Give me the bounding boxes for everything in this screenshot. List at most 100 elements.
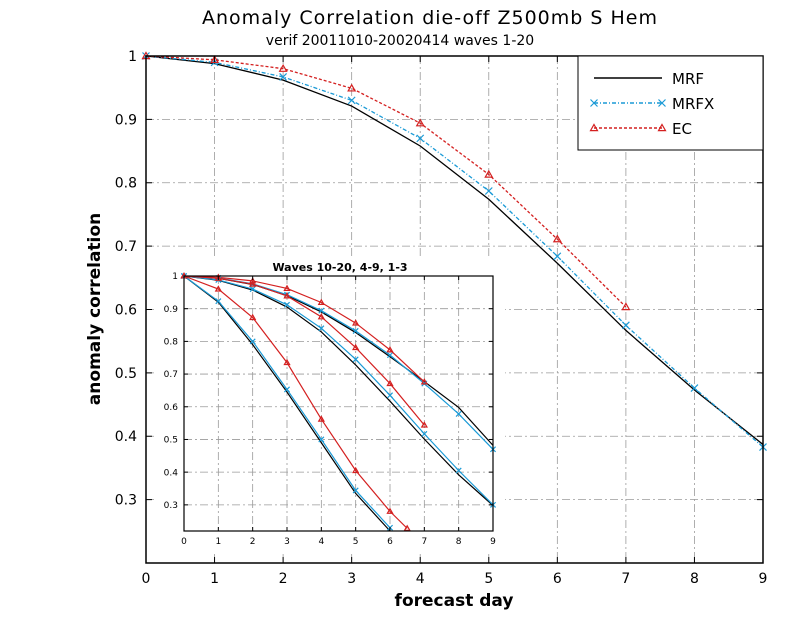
inset-x-tick-label: 6 [387, 537, 393, 547]
main-data-point [552, 234, 562, 243]
main-y-tick-label: 0.8 [115, 176, 137, 192]
main-x-tick-label: 1 [210, 571, 219, 587]
inset-data-point [386, 392, 394, 399]
inset-data-point [386, 379, 394, 387]
x-axis-label: forecast day [395, 591, 514, 611]
inset-data-point [283, 292, 291, 299]
y-axis-label: anomaly correlation [85, 213, 105, 405]
inset-data-point [352, 356, 359, 363]
inset-x-tick-label: 8 [456, 537, 462, 547]
inset-data-point [352, 327, 359, 334]
inset-data-point [352, 466, 360, 474]
main-x-tick-label: 2 [279, 571, 288, 587]
main-series-line [145, 55, 764, 448]
inset-y-tick-label: 0.4 [164, 468, 179, 478]
inset-data-point [215, 298, 222, 305]
legend-label-mrfx: MRFX [672, 95, 714, 113]
inset-frame [183, 275, 494, 532]
inset-data-point [455, 467, 462, 474]
legend-marker-ec [589, 123, 599, 132]
main-x-tick-label: 8 [690, 571, 699, 587]
inset-data-point [352, 343, 360, 351]
inset-x-tick-label: 3 [284, 537, 290, 547]
inset-data-point [403, 524, 411, 531]
inset-data-point [249, 338, 256, 345]
inset-series-4-9-3 [183, 275, 494, 506]
inset-data-point [420, 378, 428, 385]
main-series-line [145, 55, 627, 308]
inset-series-10-20-6 [183, 275, 391, 532]
inset-x-tick-label: 9 [490, 537, 496, 547]
inset-x-tick-label: 0 [181, 537, 187, 547]
legend-label-mrf: MRF [672, 70, 704, 88]
inset-series-line [183, 275, 391, 532]
inset-data-point [317, 298, 325, 306]
inset-x-tick-label: 1 [215, 537, 221, 547]
main-data-point [484, 187, 493, 195]
main-y-tick-label: 0.9 [115, 112, 137, 128]
inset-series-line [183, 275, 425, 426]
inset-data-point [317, 313, 325, 320]
main-data-point [210, 55, 220, 64]
inset-x-tick-label: 5 [353, 537, 359, 547]
main-x-tick-label: 5 [484, 571, 493, 587]
inset-series-line [183, 275, 408, 529]
legend: MRF MRFX EC [577, 55, 764, 151]
main-y-tick-label: 1 [128, 49, 137, 65]
main-y-tick-label: 0.5 [115, 366, 137, 382]
inset-clear-area [155, 258, 505, 554]
legend-marker-ec [657, 123, 667, 132]
main-data-point [278, 63, 288, 72]
main-y-tick-label: 0.7 [115, 239, 137, 255]
inset-y-tick-label: 1 [172, 272, 178, 282]
legend-marker-mrfx [658, 99, 666, 107]
main-data-point [279, 72, 288, 81]
main-x-tick-label: 7 [621, 571, 630, 587]
main-data-point [484, 169, 494, 178]
inset-data-point [283, 301, 291, 308]
inset-data-point [455, 410, 462, 417]
inset-y-tick-label: 0.7 [164, 370, 178, 380]
chart-subtitle: verif 20011010-20020414 waves 1-20 [266, 33, 534, 49]
inset-x-tick-label: 7 [421, 537, 427, 547]
inset-data-point [386, 352, 394, 359]
main-y-tick-label: 0.6 [115, 302, 137, 318]
inset-plot-area: Waves 10-20, 4-9, 1-3 0 1 2 3 4 5 6 7 8 9 0.3 0.4 0.5… [155, 258, 505, 554]
inset-series-line [183, 275, 494, 506]
main-data-point [347, 96, 356, 105]
inset-data-point [352, 487, 359, 494]
inset-data-point [214, 285, 222, 292]
inset-y-tick-label: 0.8 [164, 338, 179, 348]
main-series-mrf [145, 55, 764, 445]
main-x-tick-label: 4 [416, 571, 425, 587]
main-data-point [621, 321, 630, 330]
main-data-point [416, 134, 425, 143]
inset-data-point [317, 415, 325, 422]
legend-marker-mrfx [590, 99, 598, 107]
main-data-point [553, 252, 562, 261]
inset-data-point [283, 386, 291, 393]
inset-data-point [386, 507, 394, 514]
inset-y-tick-label: 0.6 [164, 403, 179, 413]
inset-data-point [386, 346, 394, 353]
main-data-point [690, 384, 699, 393]
main-x-tick-label: 3 [347, 571, 356, 587]
inset-data-point [318, 307, 325, 314]
inset-data-point [249, 280, 257, 287]
main-x-tick-label: 0 [142, 571, 151, 587]
inset-y-tick-label: 0.3 [164, 501, 178, 511]
inset-y-tick-label: 0.5 [164, 436, 178, 446]
inset-data-point [421, 430, 428, 437]
main-x-tick-label: 6 [553, 571, 562, 587]
main-y-tick-label: 0.3 [115, 493, 137, 509]
main-data-point [621, 302, 631, 311]
inset-series-10-20-8 [180, 272, 411, 531]
main-x-tick-label: 9 [759, 571, 768, 587]
legend-label-ec: EC [672, 120, 692, 138]
inset-data-point [214, 274, 222, 281]
legend-box [577, 55, 764, 151]
main-y-tick-label: 0.4 [115, 429, 137, 445]
chart-title: Anomaly Correlation die-off Z500mb S Hem [202, 7, 658, 29]
inset-x-tick-label: 4 [318, 537, 324, 547]
